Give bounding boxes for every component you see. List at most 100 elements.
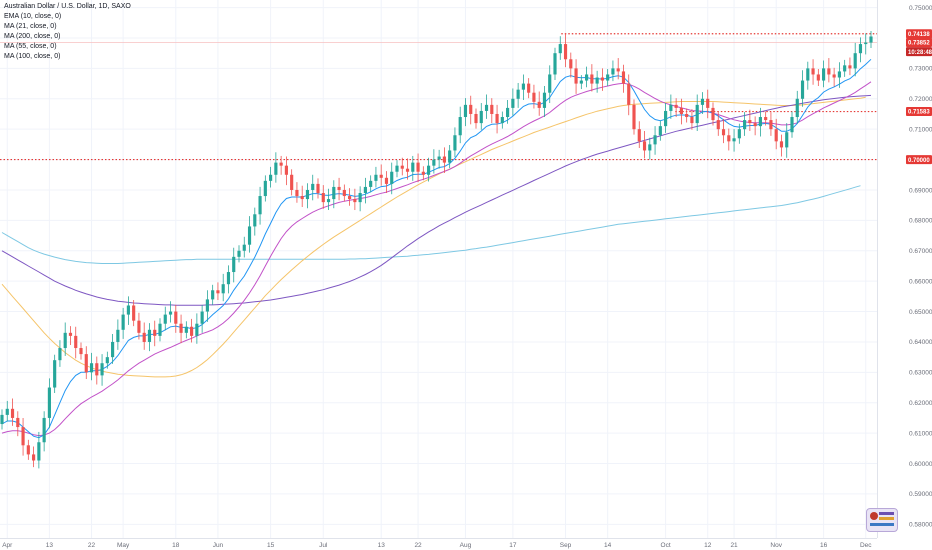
time-tick-label: 15 [267,542,275,549]
price-tick-label: 0.62000 [909,400,932,407]
candle-body [21,427,25,446]
candle [42,411,46,452]
candle-body [669,104,673,111]
candle [669,94,673,119]
candle [305,183,310,209]
candle-body [558,44,562,54]
candle-body [74,335,78,349]
candle-body [263,180,267,197]
candle-body [627,83,631,105]
candle [279,155,283,175]
time-axis[interactable]: Apr 13 22 May 18 Jun 15 Jul 13 22 Aug 17 Sep 14 Oct 12 2… [0,538,877,550]
candle [521,74,525,101]
candle-body [490,104,494,114]
candle [363,177,367,204]
time-tick-label: Apr [2,542,13,549]
candle [184,321,188,339]
candle-body [111,341,115,358]
legend-ma55[interactable]: MA (55, close, 0) [4,43,57,50]
legend-ma100[interactable]: MA (100, close, 0) [4,53,61,60]
time-tick-label: 17 [509,542,517,549]
price-tag: 10:28:48 [906,47,932,57]
candle-body [137,320,141,333]
candle [195,313,199,344]
price-tick-label: 0.71000 [909,126,932,133]
candle [32,446,36,468]
candle-body [458,117,462,136]
candle-body [63,332,67,349]
candle-body [258,196,262,215]
candle [816,68,820,87]
candle-body [58,348,62,361]
price-tag-bg [906,29,932,39]
candle [158,318,162,342]
candle [606,68,610,87]
candle [532,84,536,109]
candle [190,318,194,343]
legend-ma200[interactable]: MA (200, close, 0) [4,33,61,40]
candle-body [616,68,620,72]
price-tick-label: 0.64000 [909,339,932,346]
candle-body [390,171,394,184]
price-axis[interactable]: 0.750000.740000.730000.720000.710000.700… [877,0,932,538]
price-tag: 0.73852 [906,37,932,47]
candle-body [395,165,399,172]
candle [263,175,267,202]
candle-body [147,329,152,342]
price-tick-label: 0.63000 [909,370,932,377]
candle-body [822,68,826,81]
candle [216,282,220,301]
candle-body [679,107,683,114]
candle [353,188,357,211]
candle-body [743,120,747,130]
candle [126,296,130,325]
candle [111,334,115,364]
legend-ema10[interactable]: EMA (10, close, 0) [4,13,62,20]
candle [511,88,515,116]
candle-body [247,226,252,245]
candle-body [727,135,731,142]
time-tick-label: Jun [213,542,224,549]
candle-body [232,256,236,273]
candle [769,112,773,136]
candle-body [474,113,478,124]
legend-ma21[interactable]: MA (21, close, 0) [4,23,57,30]
price-tag-bg [906,106,932,116]
candle-body [711,107,715,121]
candle-body [864,42,868,45]
price-tag-label: 0.73852 [908,41,930,47]
price-tag-label: 0.70000 [908,158,930,164]
candle-body [269,174,273,181]
candle-body [621,71,626,84]
price-tick-label: 0.59000 [909,491,932,498]
candle-body [858,44,863,54]
candle [147,323,152,352]
candle-body [348,196,352,200]
candle-body [342,189,346,197]
candle-body [179,323,183,333]
candle [732,129,736,152]
time-tick-label: Nov [770,542,782,549]
candle [458,106,462,144]
candle-body [606,74,610,81]
candle [274,152,278,183]
candle-body [553,53,557,75]
candle-body [37,442,41,461]
candle [627,74,631,116]
candle [132,300,136,327]
price-tick-label: 0.61000 [909,430,932,437]
candlesticks [0,31,873,469]
price-tag: 0.70000 [906,155,932,165]
candle [421,166,425,181]
candle [0,409,4,430]
candle-body [595,77,599,84]
candle-body [674,104,678,108]
candle [785,123,789,158]
candle-body [495,113,499,124]
candle [469,95,473,125]
candle-body [400,165,404,169]
candle-body [537,101,541,108]
moving-average-lines [1,58,872,439]
candle-body [26,445,30,455]
